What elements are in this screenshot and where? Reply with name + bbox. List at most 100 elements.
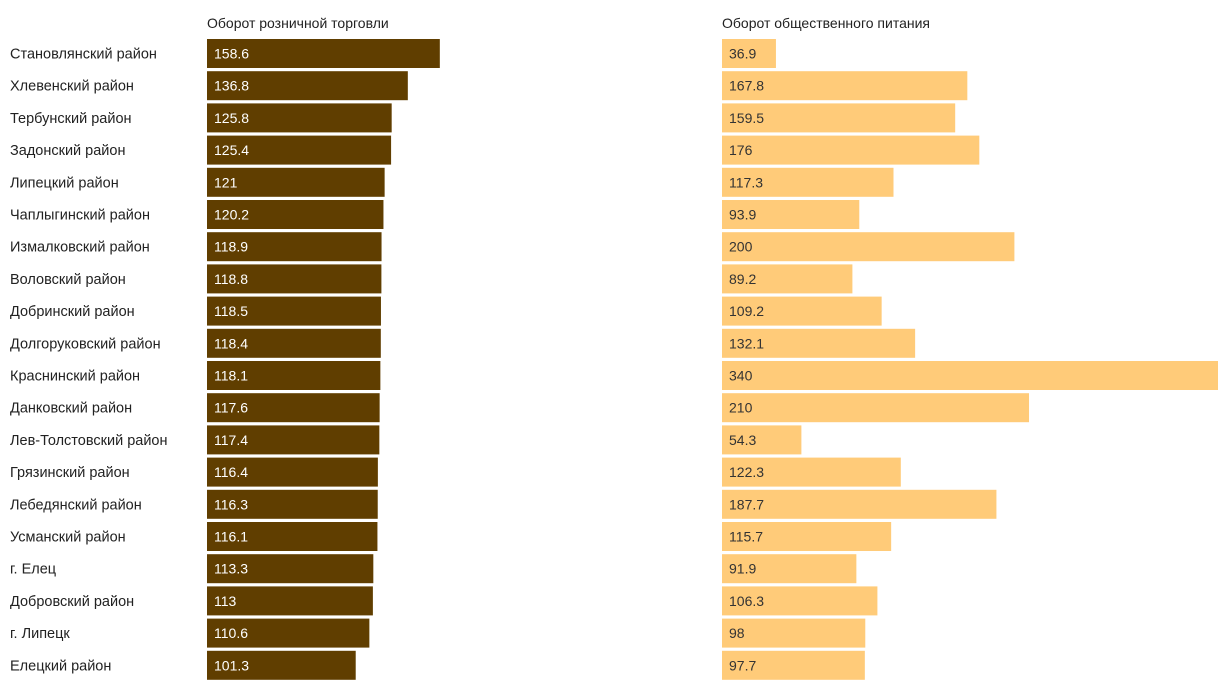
bar-retail — [207, 393, 380, 423]
bar-retail — [207, 457, 378, 487]
category-label: Становлянский район — [10, 47, 157, 63]
bar-retail — [207, 522, 378, 551]
data-label: 118.5 — [214, 303, 248, 319]
bar-retail — [207, 489, 378, 519]
category-label: Данковский район — [10, 401, 132, 417]
bar-catering — [722, 103, 956, 133]
bar-retail — [207, 554, 374, 584]
bar-catering — [722, 200, 860, 229]
bar-retail — [207, 39, 440, 68]
data-label: 116.1 — [214, 529, 248, 545]
data-label: 176 — [729, 142, 753, 158]
bar-retail — [207, 264, 382, 294]
data-label: 36.9 — [729, 46, 756, 62]
data-label: 125.8 — [214, 110, 249, 126]
data-label: 116.3 — [214, 496, 248, 512]
bar-catering — [722, 296, 882, 326]
bar-catering — [722, 232, 1015, 262]
data-label: 115.7 — [729, 529, 763, 545]
category-label: Задонский район — [10, 143, 125, 159]
data-label: 117.4 — [214, 432, 248, 448]
category-label: Усманский район — [10, 530, 126, 546]
data-label: 97.7 — [729, 657, 756, 673]
bar-retail — [207, 361, 381, 390]
data-label: 187.7 — [729, 496, 764, 512]
series-header-1: Оборот розничной торговли — [207, 15, 389, 31]
category-label: Грязинский район — [10, 465, 130, 481]
bar-catering — [722, 135, 980, 165]
bar-catering — [722, 554, 857, 584]
bar-retail — [207, 586, 373, 616]
bar-catering — [722, 264, 853, 294]
bar-catering — [722, 650, 865, 680]
bar-catering — [722, 71, 968, 101]
data-label: 120.2 — [214, 207, 249, 223]
data-label: 89.2 — [729, 271, 756, 287]
category-label: Краснинский район — [10, 369, 140, 385]
bar-retail — [207, 167, 385, 197]
data-label: 118.8 — [214, 271, 248, 287]
data-label: 158.6 — [214, 46, 249, 62]
category-label: Воловский район — [10, 272, 126, 288]
data-label: 117.6 — [214, 400, 248, 416]
bar-retail — [207, 296, 381, 326]
data-label: 200 — [729, 239, 753, 255]
bar-catering — [722, 425, 802, 455]
category-label: Чаплыгинский район — [10, 208, 150, 224]
bar-catering — [722, 393, 1030, 423]
category-label: Елецкий район — [10, 658, 111, 674]
data-label: 210 — [729, 400, 753, 416]
bar-retail — [207, 103, 392, 133]
category-label: Добринский район — [10, 304, 135, 320]
data-label: 113.3 — [214, 561, 248, 577]
bar-catering — [722, 489, 997, 519]
data-label: 106.3 — [729, 593, 764, 609]
data-label: 121 — [214, 174, 238, 190]
bar-retail — [207, 328, 381, 358]
category-label: Измалковский район — [10, 240, 150, 256]
bar-catering — [722, 618, 866, 648]
category-label: Хлевенский район — [10, 79, 134, 95]
data-label: 125.4 — [214, 142, 249, 158]
category-label: Добровский район — [10, 594, 134, 610]
bar-catering — [722, 457, 901, 487]
data-label: 118.4 — [214, 335, 248, 351]
data-label: 340 — [729, 368, 753, 384]
category-label: Тербунский район — [10, 111, 132, 127]
data-label: 109.2 — [729, 303, 764, 319]
bar-catering — [722, 328, 916, 358]
data-label: 91.9 — [729, 561, 756, 577]
category-label: Липецкий район — [10, 175, 119, 191]
bar-catering — [722, 586, 878, 616]
data-label: 167.8 — [729, 78, 764, 94]
category-label: г. Елец — [10, 562, 56, 578]
data-label: 117.3 — [729, 174, 763, 190]
category-label: г. Липецк — [10, 626, 70, 642]
bar-catering — [722, 522, 892, 551]
bar-retail — [207, 425, 380, 455]
data-label: 110.6 — [214, 625, 248, 641]
data-label: 54.3 — [729, 432, 756, 448]
bar-retail — [207, 232, 382, 262]
bar-catering — [722, 361, 1218, 390]
data-label: 93.9 — [729, 207, 756, 223]
category-label: Лев-Толстовский район — [10, 433, 168, 449]
bar-catering — [722, 167, 894, 197]
data-label: 113 — [214, 593, 237, 609]
data-label: 118.9 — [214, 239, 248, 255]
category-label: Лебедянский район — [10, 497, 142, 513]
bar-retail — [207, 650, 356, 680]
bar-retail — [207, 71, 408, 101]
bar-retail — [207, 618, 370, 648]
data-label: 101.3 — [214, 657, 249, 673]
bar-retail — [207, 135, 392, 165]
category-label: Долгоруковский район — [10, 336, 161, 352]
data-label: 159.5 — [729, 110, 764, 126]
data-label: 118.1 — [214, 368, 248, 384]
data-label: 122.3 — [729, 464, 764, 480]
data-label: 116.4 — [214, 464, 248, 480]
data-label: 132.1 — [729, 335, 764, 351]
data-label: 136.8 — [214, 78, 249, 94]
